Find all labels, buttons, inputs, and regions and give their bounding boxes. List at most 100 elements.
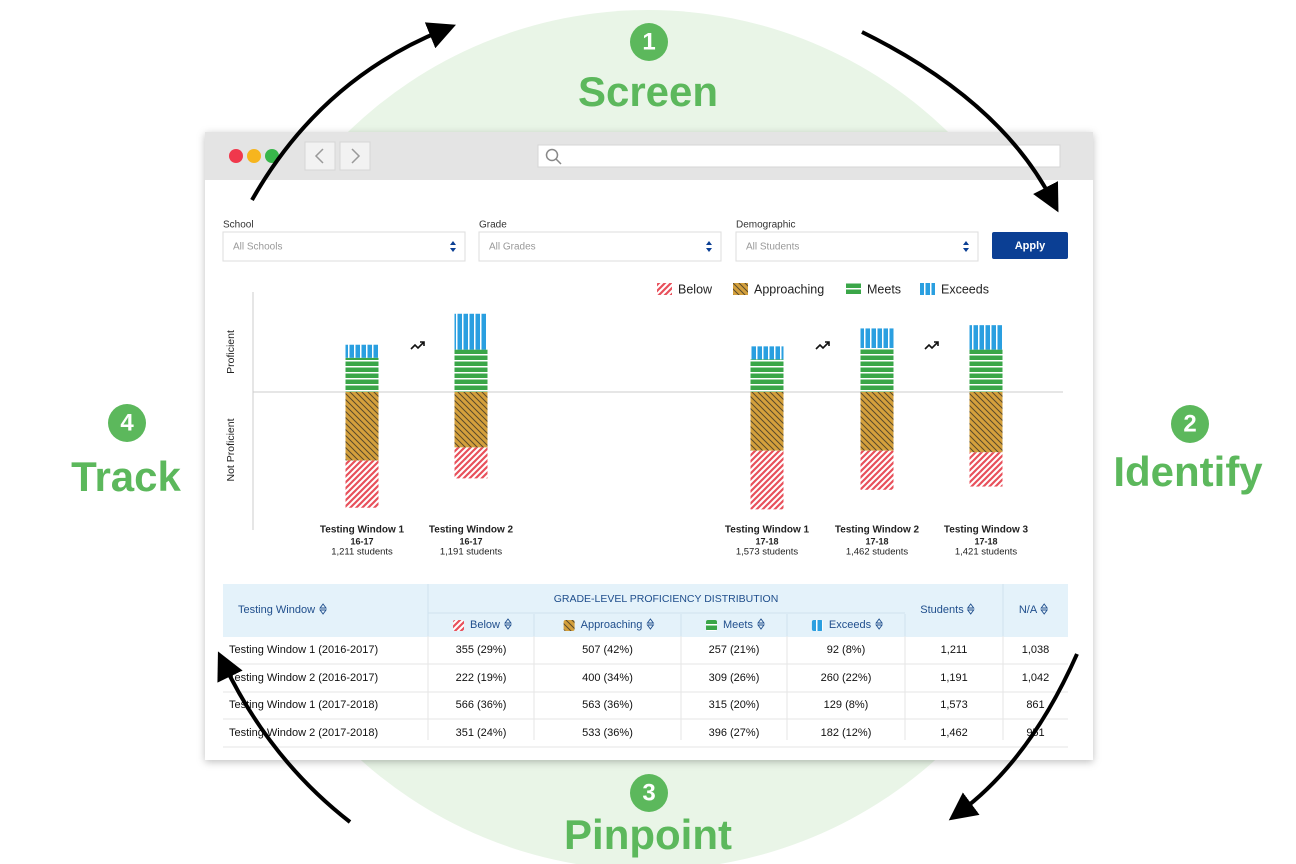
forward-icon <box>351 148 361 164</box>
x-tick-label: Testing Window 3 <box>944 525 1029 536</box>
filters: School All Schools Grade All Grades Demograp… <box>222 220 979 262</box>
select-caret <box>706 241 712 252</box>
bar-segment <box>750 450 784 510</box>
header-swatch <box>811 620 823 631</box>
x-tick-label: Testing Window 1 <box>725 525 810 536</box>
header-swatch <box>706 620 718 631</box>
table-cell: 182 (12%) <box>821 727 872 739</box>
table-cell: Testing Window 2 (2017-2018) <box>229 727 378 739</box>
step-number: 2 <box>1183 410 1196 437</box>
bar-segment <box>860 392 894 451</box>
bar-segment <box>454 392 488 448</box>
column-header: Students <box>920 604 964 616</box>
legend-swatch <box>846 283 861 295</box>
table-cell: 533 (36%) <box>582 727 633 739</box>
bar-segment <box>345 344 379 358</box>
arrow <box>250 22 456 201</box>
forward-button[interactable] <box>339 141 371 171</box>
search-icon-handle <box>555 158 562 165</box>
step-number: 1 <box>642 28 655 55</box>
browser-window: Apply Proficient Not Proficient Testing … <box>205 132 1093 760</box>
table-cell: Testing Window 1 (2017-2018) <box>229 699 378 711</box>
table-cell: 222 (19%) <box>456 672 507 684</box>
filter-select[interactable] <box>222 231 466 262</box>
legend-swatch <box>657 283 672 295</box>
column-header: Approaching <box>581 619 643 631</box>
window-frame <box>205 132 1093 760</box>
x-tick-students: 1,421 students <box>955 547 1018 558</box>
table-cell: 129 (8%) <box>824 699 869 711</box>
column-header: Exceeds <box>829 619 872 631</box>
table-cell: 260 (22%) <box>821 672 872 684</box>
table-cell: 507 (42%) <box>582 644 633 656</box>
legend-swatch <box>920 283 935 295</box>
trend-icon <box>410 341 425 350</box>
legend-label: Approaching <box>754 282 824 296</box>
x-tick-label: Testing Window 2 <box>429 525 514 536</box>
arrow <box>861 30 1059 213</box>
table-cell: Testing Window 2 (2016-2017) <box>229 672 378 684</box>
x-tick-students: 1,462 students <box>846 547 909 558</box>
step-label: Screen <box>578 68 718 115</box>
x-tick-students: 1,191 students <box>440 547 503 558</box>
bar-segment <box>750 346 784 360</box>
header-swatch <box>453 620 465 631</box>
minimize-dot[interactable] <box>247 149 261 163</box>
x-tick-students: 1,573 students <box>736 547 799 558</box>
table-cell: 400 (34%) <box>582 672 633 684</box>
x-tick-period: 16-17 <box>350 536 373 546</box>
sort-icon <box>875 618 884 630</box>
table: Testing Window GRADE-LEVEL PROFICIENCY DI… <box>223 584 1068 748</box>
step-badge <box>630 774 668 812</box>
bar-segment <box>860 450 894 490</box>
close-dot[interactable] <box>229 149 243 163</box>
cycle-arrows <box>217 22 1079 824</box>
apply-button[interactable] <box>992 232 1068 259</box>
apply-label: Apply <box>1015 240 1046 252</box>
x-tick-period: 17-18 <box>755 536 778 546</box>
y-label-top: Proficient <box>225 330 237 374</box>
bar-segment <box>454 349 488 392</box>
filter-label: Demographic <box>736 220 795 231</box>
table-cell: 563 (36%) <box>582 699 633 711</box>
filter-value: All Students <box>746 242 799 253</box>
sort-icon <box>1040 603 1049 615</box>
filter-select[interactable] <box>735 231 979 262</box>
trend-icons <box>410 341 939 350</box>
bar-segment <box>860 347 894 392</box>
filter-select[interactable] <box>478 231 722 262</box>
search-bar[interactable] <box>537 144 1061 168</box>
step-badge <box>1171 405 1209 443</box>
filter-label: School <box>223 220 254 231</box>
column-header: Below <box>470 619 500 631</box>
search-icon <box>545 148 559 162</box>
bar-segment <box>345 357 379 392</box>
bar-segment <box>969 452 1003 487</box>
legend-label: Below <box>678 282 713 296</box>
step-label: Track <box>71 453 181 500</box>
steps: 1 Screen 2 Identify 3 Pinpoint 4 Track <box>71 23 1263 858</box>
table-cell: 257 (21%) <box>709 644 760 656</box>
table-cell: 861 <box>1026 699 1044 711</box>
sort-icon <box>966 603 975 615</box>
step-badge <box>630 23 668 61</box>
step-badge <box>108 404 146 442</box>
x-tick-students: 1,211 students <box>331 547 393 558</box>
chart: Testing Window 1 16-171,211 students Testi… <box>320 282 1029 557</box>
back-button[interactable] <box>304 141 336 171</box>
filter-label: Grade <box>479 220 507 231</box>
column-header: Meets <box>723 619 753 631</box>
step-number: 4 <box>120 409 134 436</box>
table-cell: 315 (20%) <box>709 699 760 711</box>
bar-segment <box>345 460 379 508</box>
sort-icon <box>757 618 765 630</box>
table-cell: 1,191 <box>940 672 968 684</box>
bar-segment <box>969 325 1003 350</box>
table-header-bg <box>223 584 1068 637</box>
bar-segment <box>345 392 379 461</box>
filter-value: All Grades <box>489 242 536 253</box>
select-caret <box>450 241 456 252</box>
bar-segment <box>454 313 488 350</box>
sort-icon <box>504 618 512 630</box>
